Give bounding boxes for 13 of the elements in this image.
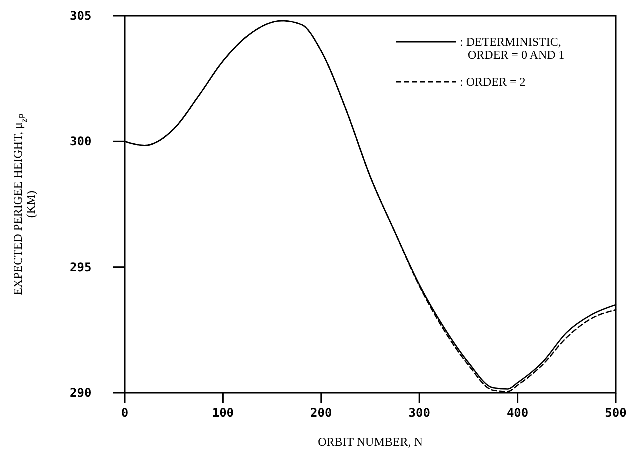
x-tick-label: 0	[121, 406, 129, 420]
y-tick-label: 290	[70, 386, 92, 400]
legend-label: : ORDER = 2	[460, 75, 526, 89]
y-tick-label: 300	[70, 134, 92, 149]
legend-label: : DETERMINISTIC, ORDER = 0 AND 1	[460, 35, 565, 62]
x-tick-label: 300	[408, 406, 430, 420]
x-tick-label: 500	[605, 406, 627, 420]
y-tick-label: 295	[70, 260, 92, 274]
y-tick-label: 305	[70, 9, 92, 23]
x-tick-label: 400	[506, 406, 529, 420]
x-tick-label: 100	[212, 406, 234, 420]
x-axis-title: ORBIT NUMBER, N	[318, 435, 424, 449]
x-tick-label: 200	[310, 406, 332, 420]
